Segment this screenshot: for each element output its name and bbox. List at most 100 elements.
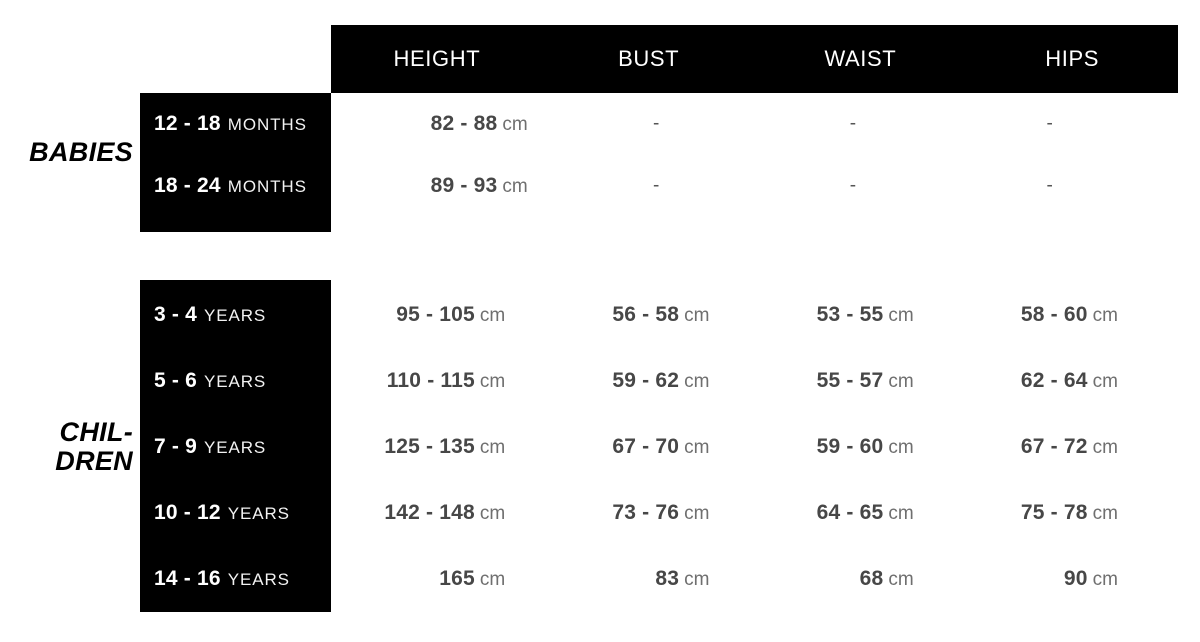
- age-cell: 12 - 18 MONTHS: [140, 112, 331, 136]
- measurement-value: 56 - 58: [612, 303, 680, 326]
- group-label-line: CHIL-: [59, 417, 133, 447]
- measurement-height: 110 - 115 cm: [331, 369, 535, 393]
- measurement-bust: 59 - 62 cm: [535, 369, 739, 393]
- measurement-waist: 55 - 57 cm: [740, 369, 944, 393]
- age-range: 5 - 6: [154, 369, 198, 392]
- measurement-hips: 62 - 64 cm: [944, 369, 1148, 393]
- measurement-value: 59 - 62: [612, 369, 680, 392]
- measurement-value: 53 - 55: [816, 303, 884, 326]
- measurement-waist: 64 - 65 cm: [740, 501, 944, 525]
- measurement-value: 67 - 70: [612, 435, 680, 458]
- table-row: 10 - 12 YEARS 142 - 148 cm 73 - 76 cm 64 - …: [140, 482, 1148, 544]
- measurement-height: 95 - 105 cm: [331, 303, 535, 327]
- measurement-value: 110 - 115: [386, 369, 475, 392]
- age-range: 10 - 12: [154, 501, 221, 524]
- measurement-unit: cm: [684, 437, 710, 458]
- measurement-height: 89 - 93 cm: [331, 174, 558, 198]
- empty-marker: -: [849, 175, 857, 196]
- measurement-value: 142 - 148: [384, 501, 475, 524]
- age-range: 18 - 24: [154, 174, 221, 197]
- measurement-value: 75 - 78: [1020, 501, 1088, 524]
- measurement-height: 82 - 88 cm: [331, 112, 558, 136]
- empty-marker: -: [1046, 113, 1053, 134]
- measurement-waist: 68 cm: [740, 567, 944, 591]
- measurement-unit: cm: [1092, 437, 1118, 458]
- measurement-value: 89 - 93: [430, 174, 498, 197]
- empty-marker: -: [652, 175, 660, 196]
- measurement-value: 95 - 105: [396, 303, 475, 326]
- measurement-unit: cm: [479, 437, 506, 458]
- measurement-value: 55 - 57: [816, 369, 884, 392]
- measurement-value: 73 - 76: [612, 501, 680, 524]
- measurement-unit: cm: [479, 503, 506, 524]
- measurement-bust: -: [558, 113, 755, 135]
- measurement-unit: cm: [888, 437, 914, 458]
- measurement-value: 58 - 60: [1020, 303, 1088, 326]
- age-label-column-children: [140, 280, 331, 612]
- empty-marker: -: [849, 113, 857, 134]
- measurement-bust: -: [558, 175, 755, 197]
- age-cell: 18 - 24 MONTHS: [140, 174, 331, 198]
- measurement-unit: cm: [479, 371, 506, 392]
- measurement-bust: 67 - 70 cm: [535, 435, 739, 459]
- age-unit: MONTHS: [227, 115, 307, 134]
- table-row: 5 - 6 YEARS 110 - 115 cm 59 - 62 cm 55 - 57…: [140, 350, 1148, 412]
- measurement-height: 125 - 135 cm: [331, 435, 535, 459]
- group-label-line: DREN: [55, 446, 133, 477]
- measurement-bust: 83 cm: [535, 567, 739, 591]
- measurement-value: 67 - 72: [1020, 435, 1088, 458]
- measurement-waist: 59 - 60 cm: [740, 435, 944, 459]
- age-unit: YEARS: [227, 504, 290, 523]
- age-cell: 10 - 12 YEARS: [140, 501, 331, 525]
- measurement-unit: cm: [684, 371, 710, 392]
- measurement-value: 59 - 60: [816, 435, 884, 458]
- measurement-unit: cm: [479, 569, 506, 590]
- measurement-unit: cm: [1092, 305, 1118, 326]
- empty-marker: -: [652, 113, 660, 134]
- measurement-bust: 56 - 58 cm: [535, 303, 739, 327]
- measurement-value: 125 - 135: [384, 435, 475, 458]
- age-unit: YEARS: [204, 306, 267, 325]
- measurement-unit: cm: [1092, 371, 1118, 392]
- measurement-unit: cm: [888, 305, 914, 326]
- measurement-value: 64 - 65: [816, 501, 884, 524]
- age-cell: 7 - 9 YEARS: [140, 435, 331, 459]
- age-range: 14 - 16: [154, 567, 221, 590]
- measurement-hips: 58 - 60 cm: [944, 303, 1148, 327]
- measurement-hips: -: [951, 175, 1148, 197]
- measurement-unit: cm: [888, 503, 914, 524]
- column-header-waist: WAIST: [824, 46, 897, 71]
- table-row: 7 - 9 YEARS 125 - 135 cm 67 - 70 cm 59 - 60…: [140, 416, 1148, 478]
- measurement-hips: 67 - 72 cm: [944, 435, 1148, 459]
- measurement-value: 68: [859, 567, 884, 590]
- measurement-value: 62 - 64: [1020, 369, 1088, 392]
- measurement-value: 82 - 88: [430, 112, 498, 135]
- table-row: 3 - 4 YEARS 95 - 105 cm 56 - 58 cm 53 - 55 c…: [140, 284, 1148, 346]
- measurement-waist: 53 - 55 cm: [740, 303, 944, 327]
- empty-marker: -: [1046, 175, 1053, 196]
- age-unit: YEARS: [204, 372, 267, 391]
- measurement-bust: 73 - 76 cm: [535, 501, 739, 525]
- measurement-unit: cm: [684, 305, 710, 326]
- measurement-unit: cm: [479, 305, 506, 326]
- measurement-unit: cm: [684, 569, 710, 590]
- age-label-column-babies: [140, 93, 331, 232]
- measurement-value: 83: [655, 567, 680, 590]
- measurement-value: 90: [1063, 567, 1088, 590]
- age-range: 12 - 18: [154, 112, 221, 135]
- measurement-unit: cm: [888, 371, 914, 392]
- column-header-hips: HIPS: [1045, 46, 1099, 71]
- measurement-unit: cm: [684, 503, 710, 524]
- column-header-bust: BUST: [618, 46, 680, 71]
- measurement-unit: cm: [502, 114, 528, 135]
- age-cell: 14 - 16 YEARS: [140, 567, 331, 591]
- measurement-waist: -: [755, 175, 952, 197]
- measurement-height: 165 cm: [331, 567, 535, 591]
- measurement-hips: 75 - 78 cm: [944, 501, 1148, 525]
- age-unit: YEARS: [227, 570, 290, 589]
- table-header-background: [331, 25, 1178, 93]
- measurement-unit: cm: [1092, 569, 1118, 590]
- age-unit: MONTHS: [227, 177, 307, 196]
- table-header-row: HEIGHT BUST WAIST HIPS: [331, 25, 1178, 93]
